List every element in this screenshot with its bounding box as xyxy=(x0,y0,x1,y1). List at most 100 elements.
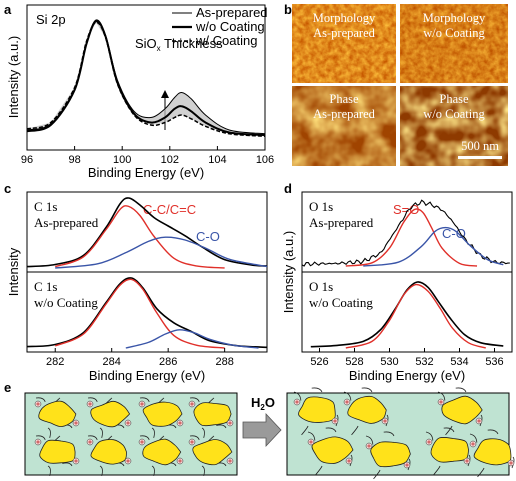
panel-c-chart: Intensity Binding Energy (eV) C 1s As-pr… xyxy=(6,191,268,383)
particle-after-5 xyxy=(370,441,411,468)
afm-tile-4-texture xyxy=(400,86,508,166)
charge-before-1b-sign xyxy=(74,421,78,425)
panel-a-x-tick-label-100: 100 xyxy=(113,154,131,166)
binder-chain-after-6 xyxy=(361,387,373,393)
panel-d-x-tick-label-532: 532 xyxy=(415,356,433,368)
binder-chain-after-10 xyxy=(455,387,467,393)
c-top-fit-co xyxy=(55,236,268,269)
charge-before-5a-sign xyxy=(36,440,40,444)
c-top-raw xyxy=(26,197,268,268)
binder-chain-before-24 xyxy=(139,435,150,441)
binder-chain-after-15 xyxy=(349,454,353,467)
panel-a-label: a xyxy=(4,2,12,17)
binder-chain-after-8 xyxy=(437,391,446,401)
binder-chain-after-21 xyxy=(433,465,441,476)
particle-after-1 xyxy=(298,396,336,423)
charge-after-1a-sign xyxy=(295,400,299,404)
charge-before-6a-sign xyxy=(88,440,92,444)
panel-d-x-tick-label-530: 530 xyxy=(380,356,398,368)
process-arrow xyxy=(242,412,282,448)
binder-chain-after-24 xyxy=(469,433,478,443)
particle-after-4 xyxy=(311,436,354,464)
binder-chain-after-19 xyxy=(407,458,411,471)
c-top-fit-cc xyxy=(54,205,225,269)
panel-c-xlabel: Binding Energy (eV) xyxy=(89,368,205,383)
d-bottom-fit-so xyxy=(345,283,487,349)
binder-chain-after-17 xyxy=(373,469,381,480)
charge-after-3a-sign xyxy=(439,400,443,404)
afm-tile-2-line2: w/o Coating xyxy=(423,26,485,40)
charge-before-2a-sign xyxy=(88,402,92,406)
binder-chain-after-5 xyxy=(351,425,359,436)
panel-c-top-subtitle: As-prepared xyxy=(34,215,99,230)
charge-after-4a-sign xyxy=(309,440,313,444)
binder-chain-before-19 xyxy=(62,462,73,467)
charge-after-5a-sign xyxy=(367,444,371,448)
charge-before-8b-sign xyxy=(228,459,232,463)
binder-chain-before-4 xyxy=(87,397,98,403)
charge-before-3a-sign xyxy=(140,402,144,406)
binder-chain-after-4 xyxy=(343,391,352,401)
panel-a-title: Si 2p xyxy=(36,12,66,27)
binder-chain-after-0 xyxy=(293,391,302,401)
charge-after-3b-sign xyxy=(477,419,481,423)
panel-d-bottom-subtitle: w/o Coating xyxy=(309,295,373,310)
scalebar xyxy=(458,156,502,159)
charge-after-1b-sign xyxy=(333,419,337,423)
binder-chain-after-12 xyxy=(307,431,316,441)
charge-after-5b-sign xyxy=(405,463,409,467)
binder-chain-before-0 xyxy=(35,397,46,403)
legend-as-prepared: As-prepared xyxy=(196,5,268,20)
legend-wo-coating: w/o Coating xyxy=(195,19,265,34)
binder-chain-before-20 xyxy=(87,435,98,441)
binder-chain-before-1 xyxy=(47,427,51,438)
binder-chain-before-12 xyxy=(189,397,200,403)
afm-tile-4-line1: Phase xyxy=(439,92,469,106)
particle-before-1 xyxy=(38,400,77,428)
binder-chain-after-18 xyxy=(383,431,395,437)
panel-d-ylabel: Intensity (a.u.) xyxy=(281,231,296,313)
particle-before-6 xyxy=(90,439,127,465)
binder-chain-after-11 xyxy=(479,414,483,427)
charge-before-3b-sign xyxy=(178,421,182,425)
panel-d-x-tick-label-526: 526 xyxy=(310,356,328,368)
binder-chain-before-28 xyxy=(189,435,200,441)
particle-before-3 xyxy=(142,401,183,427)
series-w-coating xyxy=(26,21,266,138)
d-top-fit-so xyxy=(345,208,478,267)
peak-label-cc: C-C/C=C xyxy=(143,202,196,217)
binder-chain-before-8 xyxy=(139,397,150,403)
d-top-raw xyxy=(301,199,510,267)
panel-d-top-subtitle: As-prepared xyxy=(309,215,374,230)
afm-tile-3-line1: Phase xyxy=(329,92,359,106)
binder-chain-before-5 xyxy=(99,427,103,438)
particle-before-8 xyxy=(192,439,233,466)
afm-tile-1-line1: Morphology xyxy=(313,11,376,25)
panel-a-xlabel: Binding Energy (eV) xyxy=(88,165,204,180)
particle-before-5 xyxy=(39,439,76,464)
charge-before-7a-sign xyxy=(140,440,144,444)
binder-chain-after-16 xyxy=(365,435,374,445)
charge-after-6b-sign xyxy=(465,459,469,463)
c-bottom-fit-cc xyxy=(54,278,225,349)
particles-after xyxy=(293,387,515,480)
panel-d-x-tick-label-536: 536 xyxy=(485,356,503,368)
particle-after-6 xyxy=(430,437,470,463)
binder-chain-before-16 xyxy=(35,435,46,441)
particles-before xyxy=(34,397,234,476)
afm-tile-2-line1: Morphology xyxy=(423,11,486,25)
particle-before-7 xyxy=(142,438,182,466)
binder-chain-after-14 xyxy=(325,427,337,433)
panel-a-x-tick-label-104: 104 xyxy=(208,154,226,166)
peak-label-co-d: C-O xyxy=(442,226,466,241)
charge-after-4b-sign xyxy=(347,459,351,463)
panel-a-annotation: SiOx Thickness xyxy=(135,36,223,53)
afm-tile-3-texture xyxy=(292,86,396,166)
panel-c-bottom-title: C 1s xyxy=(34,279,57,294)
afm-tile-2-texture xyxy=(400,4,508,83)
peak-label-co: C-O xyxy=(196,229,220,244)
binder-chain-after-13 xyxy=(315,465,323,476)
panel-c-x-tick-label-284: 284 xyxy=(103,356,121,368)
panel-a-x-tick-label-96: 96 xyxy=(21,154,33,166)
panel-c-ylabel: Intensity xyxy=(6,247,21,296)
